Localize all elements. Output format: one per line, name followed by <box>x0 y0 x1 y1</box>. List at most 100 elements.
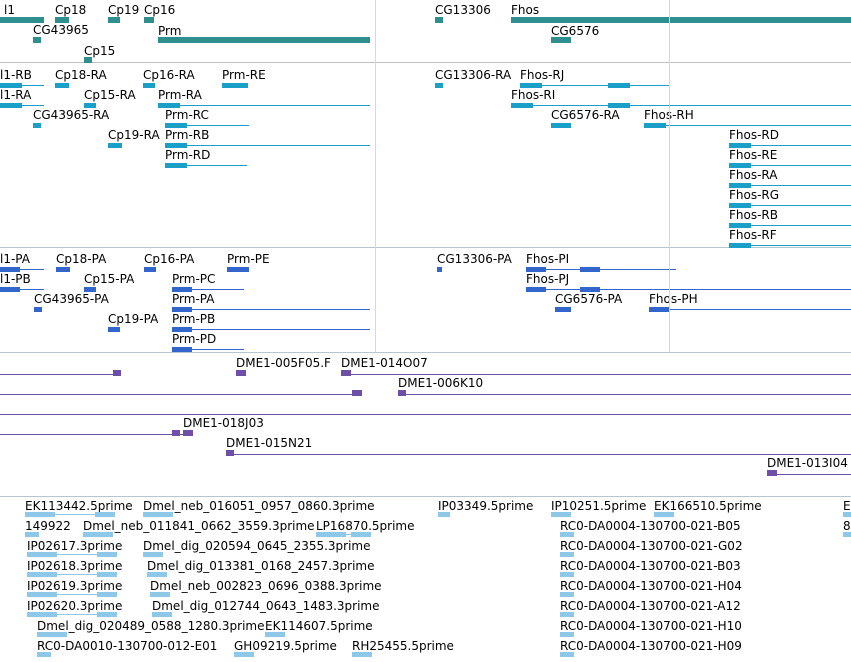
feature-glyph[interactable] <box>165 143 187 148</box>
gene-glyph[interactable] <box>435 17 443 23</box>
feature-glyph[interactable] <box>526 267 546 272</box>
est-glyph[interactable] <box>143 512 173 517</box>
est-glyph[interactable] <box>351 532 371 537</box>
est-glyph[interactable] <box>147 572 167 577</box>
est-label[interactable]: RH25455.5prime <box>352 639 454 653</box>
est-label[interactable]: IP03349.5prime <box>438 499 534 513</box>
est-glyph[interactable] <box>560 652 574 657</box>
feature-glyph[interactable] <box>526 287 546 292</box>
est-label[interactable]: Dmel_dig_012744_0643_1483.3prime <box>152 599 380 613</box>
feature-glyph[interactable] <box>108 143 122 148</box>
gene-glyph[interactable] <box>551 37 571 43</box>
est-label[interactable]: Dmel_neb_016051_0957_0860.3prime <box>143 499 375 513</box>
gene-label[interactable]: Fhos <box>511 3 540 17</box>
est-glyph[interactable] <box>234 652 254 657</box>
protein-label[interactable]: Fhos-PJ <box>526 272 570 286</box>
est-glyph[interactable] <box>560 632 574 637</box>
feature-glyph[interactable] <box>511 103 533 108</box>
gene-label[interactable]: CG6576 <box>551 24 600 38</box>
feature-glyph[interactable] <box>143 83 155 88</box>
gene-label[interactable]: Cp15 <box>84 44 116 58</box>
est-label[interactable]: IP02617.3prime <box>27 539 123 553</box>
transcript-label[interactable]: Fhos-RD <box>729 128 780 142</box>
protein-label[interactable]: Cp19-PA <box>108 312 159 326</box>
est-label[interactable]: IP10251.5prime <box>551 499 647 513</box>
clone-label[interactable]: DME1-015N21 <box>226 436 313 450</box>
protein-label[interactable]: Cp18-PA <box>56 252 107 266</box>
clone-glyph[interactable] <box>183 430 193 436</box>
feature-glyph[interactable] <box>649 307 669 312</box>
est-glyph[interactable] <box>97 612 117 617</box>
gene-glyph[interactable] <box>84 57 92 63</box>
clone-label[interactable]: DME1-005F05.F <box>236 356 331 370</box>
transcript-label[interactable]: Cp18-RA <box>55 68 107 82</box>
est-glyph[interactable] <box>560 572 574 577</box>
clone-glyph[interactable] <box>172 430 180 436</box>
est-label[interactable]: RC0-DA0004-130700-021-A12 <box>560 599 741 613</box>
est-label[interactable]: RC0-DA0004-130700-021-G02 <box>560 539 743 553</box>
est-glyph[interactable] <box>265 632 285 637</box>
feature-glyph[interactable] <box>729 183 751 188</box>
transcript-label[interactable]: Cp16-RA <box>143 68 195 82</box>
feature-glyph[interactable] <box>227 267 249 272</box>
est-glyph[interactable] <box>25 532 39 537</box>
est-glyph[interactable] <box>560 552 574 557</box>
feature-glyph[interactable] <box>172 347 192 352</box>
est-glyph[interactable] <box>37 652 51 657</box>
feature-glyph[interactable] <box>608 103 630 108</box>
feature-glyph[interactable] <box>84 287 96 292</box>
est-glyph[interactable] <box>152 612 172 617</box>
est-glyph[interactable] <box>27 552 57 557</box>
protein-label[interactable]: l1-PA <box>0 252 30 266</box>
est-glyph[interactable] <box>843 532 851 537</box>
est-glyph[interactable] <box>27 572 57 577</box>
feature-glyph[interactable] <box>729 143 751 148</box>
est-glyph[interactable] <box>560 592 574 597</box>
gene-glyph[interactable] <box>0 17 44 23</box>
feature-glyph[interactable] <box>165 163 187 168</box>
protein-label[interactable]: Cp16-PA <box>144 252 195 266</box>
feature-glyph[interactable] <box>165 123 187 128</box>
est-glyph[interactable] <box>551 512 571 517</box>
gene-label[interactable]: Prm <box>158 24 182 38</box>
est-glyph[interactable] <box>843 512 851 517</box>
transcript-label[interactable]: Prm-RD <box>165 148 211 162</box>
transcript-label[interactable]: l1-RB <box>0 68 32 82</box>
transcript-label[interactable]: Fhos-RG <box>729 188 780 202</box>
feature-glyph[interactable] <box>56 267 70 272</box>
feature-glyph[interactable] <box>0 103 22 108</box>
transcript-label[interactable]: Cp19-RA <box>108 128 160 142</box>
transcript-label[interactable]: Fhos-RH <box>644 108 694 122</box>
clone-glyph[interactable] <box>398 390 406 396</box>
feature-glyph[interactable] <box>520 83 542 88</box>
gene-label[interactable]: CG13306 <box>435 3 491 17</box>
gene-label[interactable]: Cp18 <box>55 3 87 17</box>
est-glyph[interactable] <box>560 612 574 617</box>
est-glyph[interactable] <box>438 512 450 517</box>
est-label[interactable]: 8 <box>843 519 851 533</box>
protein-label[interactable]: Prm-PA <box>172 292 215 306</box>
clone-label[interactable]: DME1-014O07 <box>341 356 428 370</box>
protein-label[interactable]: Fhos-PI <box>526 252 570 266</box>
transcript-label[interactable]: Fhos-RE <box>729 148 778 162</box>
clone-label[interactable]: DME1-018J03 <box>183 416 264 430</box>
est-glyph[interactable] <box>143 552 163 557</box>
est-label[interactable]: IP02619.3prime <box>27 579 123 593</box>
feature-glyph[interactable] <box>55 83 69 88</box>
est-label[interactable]: RC0-DA0010-130700-012-E01 <box>37 639 218 653</box>
est-label[interactable]: RC0-DA0004-130700-021-B05 <box>560 519 741 533</box>
est-label[interactable]: EK113442.5prime <box>25 499 133 513</box>
feature-glyph[interactable] <box>729 203 751 208</box>
feature-glyph[interactable] <box>0 287 20 292</box>
protein-label[interactable]: l1-PB <box>0 272 31 286</box>
est-label[interactable]: EK114607.5prime <box>265 619 373 633</box>
gene-glyph[interactable] <box>55 17 69 23</box>
est-label[interactable]: Dmel_neb_011841_0662_3559.3prime <box>83 519 315 533</box>
gene-label[interactable]: Cp16 <box>144 3 176 17</box>
gene-label[interactable]: Cp19 <box>108 3 140 17</box>
clone-glyph[interactable] <box>113 370 121 376</box>
feature-glyph[interactable] <box>437 267 442 272</box>
feature-glyph[interactable] <box>555 307 571 312</box>
est-glyph[interactable] <box>654 512 674 517</box>
est-glyph[interactable] <box>150 592 170 597</box>
